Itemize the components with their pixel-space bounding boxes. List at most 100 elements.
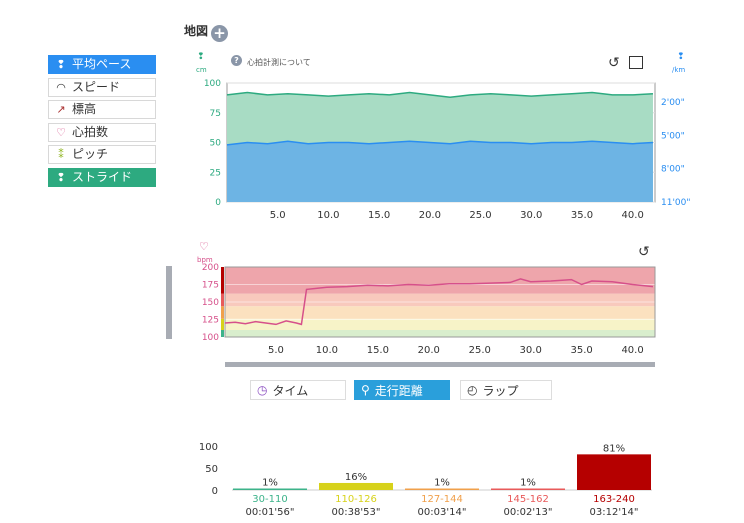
y-tick-label: 50 bbox=[205, 464, 218, 475]
hr-unit: bpm bbox=[197, 256, 213, 264]
y-tick-label: 200 bbox=[202, 263, 219, 273]
stride-icon: ❢ bbox=[56, 170, 66, 184]
lap-icon: ◴ bbox=[467, 383, 478, 397]
hist-time-label: 00:01'56" bbox=[246, 507, 295, 518]
sidebar-item-5[interactable]: ❢ ストライド bbox=[48, 167, 156, 187]
stride-unit-icon: ❢ bbox=[197, 52, 205, 62]
hist-category-label: 127-144 bbox=[421, 494, 463, 505]
hist-category-label: 145-162 bbox=[507, 494, 549, 505]
y-tick-label: 100 bbox=[202, 333, 219, 343]
hist-time-label: 00:03'14" bbox=[418, 507, 467, 518]
sidebar-item-label: 標高 bbox=[72, 102, 97, 116]
heart-info-link[interactable]: 心拍計測について bbox=[247, 58, 311, 67]
tab-0[interactable]: ◷ タイム bbox=[250, 380, 346, 400]
hist-time-label: 00:38'53" bbox=[332, 507, 381, 518]
left-tick-label: 100 bbox=[204, 79, 221, 89]
series-line-1 bbox=[226, 140, 654, 146]
sidebar-item-label: 心拍数 bbox=[72, 124, 109, 139]
sidebar-item-label: 平均ペース bbox=[72, 57, 132, 71]
x-tick-label: 20.0 bbox=[418, 345, 440, 356]
x-tick-label: 10.0 bbox=[316, 345, 338, 356]
sidebar-item-label: ピッチ bbox=[72, 147, 109, 161]
y-tick-label: 125 bbox=[202, 316, 219, 326]
x-tick-label: 15.0 bbox=[368, 210, 390, 221]
hist-value-label: 1% bbox=[434, 478, 450, 489]
hr-scroll-handle[interactable] bbox=[166, 266, 172, 339]
heart-unit-icon: ♡ bbox=[199, 240, 209, 253]
sidebar-item-0[interactable]: ❢ 平均ペース bbox=[48, 55, 156, 74]
tab-label: タイム bbox=[272, 383, 309, 398]
hist-bar bbox=[405, 488, 479, 490]
left-tick-label: 0 bbox=[215, 198, 221, 208]
left-tick-label: 50 bbox=[210, 139, 222, 149]
hist-category-label: 110-126 bbox=[335, 494, 377, 505]
hr-zone-band bbox=[225, 293, 655, 307]
hr-zone-marker bbox=[221, 330, 224, 337]
hr-zone-marker bbox=[221, 318, 224, 330]
left-tick-label: 75 bbox=[210, 109, 221, 119]
tab-2[interactable]: ◴ ラップ bbox=[460, 380, 552, 400]
left-unit: cm bbox=[196, 66, 207, 74]
x-tick-label: 25.0 bbox=[469, 210, 491, 221]
y-tick-label: 175 bbox=[202, 281, 219, 291]
x-tick-label: 30.0 bbox=[520, 210, 542, 221]
sidebar-item-3[interactable]: ♡ 心拍数 bbox=[48, 122, 156, 142]
plus-circle-icon[interactable]: + bbox=[211, 25, 228, 42]
hist-value-label: 16% bbox=[345, 472, 367, 483]
x-tick-label: 25.0 bbox=[469, 345, 491, 356]
sidebar-item-1[interactable]: ◠ スピード bbox=[48, 77, 156, 97]
pace-stride-chart: 5.0 10.0 15.0 20.0 25.0 30.0 35.0 40.0 100 75 50 25… bbox=[204, 79, 691, 221]
hist-time-label: 00:02'13" bbox=[504, 507, 553, 518]
sidebar-item-4[interactable]: ⁑ ピッチ bbox=[48, 145, 156, 164]
hist-bar bbox=[319, 482, 393, 490]
x-tick-label: 35.0 bbox=[571, 210, 593, 221]
pitch-icon: ⁑ bbox=[58, 148, 64, 161]
heart-icon: ♡ bbox=[56, 125, 66, 139]
hr-zone-band bbox=[225, 318, 655, 330]
plot-area bbox=[224, 266, 656, 338]
clock-icon: ◷ bbox=[257, 383, 268, 397]
reset-zoom-icon[interactable]: ↺ bbox=[608, 55, 620, 71]
x-tick-label: 40.0 bbox=[622, 210, 644, 221]
y-tick-label: 100 bbox=[199, 442, 218, 453]
x-tick-label: 15.0 bbox=[367, 345, 389, 356]
x-tick-label: 20.0 bbox=[419, 210, 441, 221]
x-tick-label: 40.0 bbox=[621, 345, 643, 356]
hr-zone-band bbox=[225, 330, 655, 337]
speedometer-icon: ◠ bbox=[56, 80, 66, 94]
hist-bar bbox=[577, 454, 651, 490]
hr-zone-histogram: 100 50 0 1% 30-110 00:01'56" 16% 110-126 00:38'5… bbox=[199, 442, 652, 518]
y-tick-label: 0 bbox=[212, 486, 218, 497]
distance-icon: ⚲ bbox=[361, 383, 370, 397]
hist-time-label: 03:12'14" bbox=[590, 507, 639, 518]
footprints-icon: ❢ bbox=[56, 58, 66, 71]
elevation-icon: ↗ bbox=[56, 103, 66, 116]
series-line-0 bbox=[226, 91, 654, 99]
hist-value-label: 1% bbox=[520, 478, 536, 489]
x-tick-label: 10.0 bbox=[317, 210, 339, 221]
hr-line bbox=[224, 278, 654, 326]
help-icon[interactable]: ? bbox=[231, 55, 242, 66]
hist-category-label: 163-240 bbox=[593, 494, 635, 505]
hist-bar bbox=[491, 488, 565, 490]
heart-rate-chart: 5.0 10.0 15.0 20.0 25.0 30.0 35.0 40.0 200 175 150… bbox=[202, 263, 656, 367]
pace-unit-icon: ❢ bbox=[677, 52, 685, 62]
tab-1[interactable]: ⚲ 走行距離 bbox=[354, 380, 450, 400]
right-tick-label: 8'00" bbox=[661, 165, 685, 175]
hist-category-label: 30-110 bbox=[252, 494, 287, 505]
left-tick-label: 25 bbox=[210, 168, 221, 178]
series-area-1 bbox=[227, 141, 653, 202]
hr-scrollbar bbox=[225, 362, 655, 367]
hist-value-label: 81% bbox=[603, 443, 625, 454]
hr-reset-zoom-icon[interactable]: ↺ bbox=[638, 244, 650, 260]
x-tick-label: 35.0 bbox=[571, 345, 593, 356]
sidebar-item-label: スピード bbox=[72, 79, 121, 94]
zoom-icon[interactable] bbox=[629, 56, 643, 69]
x-tick-label: 5.0 bbox=[268, 345, 284, 356]
sidebar-item-2[interactable]: ↗ 標高 bbox=[48, 100, 156, 119]
x-tick-label: 5.0 bbox=[270, 210, 286, 221]
hr-zone-marker bbox=[221, 306, 224, 319]
map-title: 地図 bbox=[184, 24, 209, 38]
x-tick-label: 30.0 bbox=[520, 345, 542, 356]
hist-value-label: 1% bbox=[262, 478, 278, 489]
